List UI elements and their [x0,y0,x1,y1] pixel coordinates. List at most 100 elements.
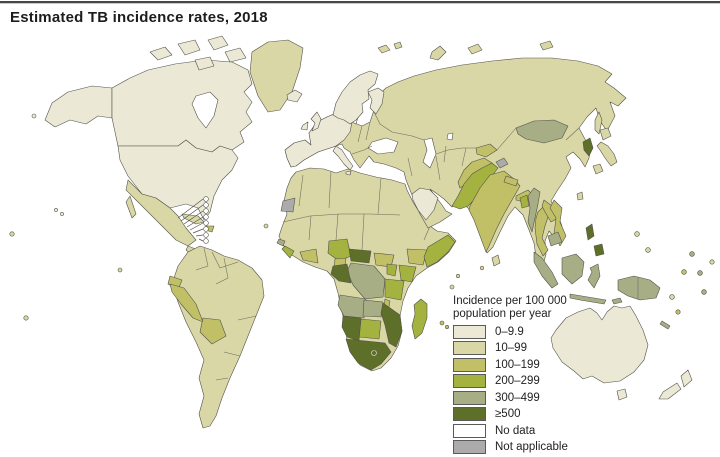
sierra-leone-liberia [281,245,295,259]
country-bolivia [199,317,227,345]
legend-label: No data [495,424,536,437]
legend-title-line1: Incidence per 100 000 [453,295,567,307]
island-dot [439,320,445,326]
country-mongolia [515,119,569,144]
arctic-islands [149,35,247,71]
country-alaska [44,85,113,128]
country-cuba [181,213,205,225]
country-vietnam [549,199,567,247]
country-canada [111,59,253,153]
new-caledonia [659,320,671,330]
country-new-zealand [658,369,693,400]
legend-swatch-10-99 [453,341,486,355]
ghana-cote-divoire [299,248,319,264]
country-zambia [362,299,384,318]
country-iceland [286,89,303,103]
country-mexico [125,179,197,247]
sicily [345,170,352,176]
country-sri-lanka [491,254,501,267]
aral-sea [446,132,454,141]
country-western-sahara [280,197,296,213]
legend-label: 300–499 [495,391,540,404]
country-cambodia [547,231,563,247]
country-nepal [503,175,519,187]
kashmir-disputed [495,157,509,169]
baja-california [125,195,137,219]
caspian-sea [422,137,437,169]
country-australia [550,305,649,384]
zimbabwe-botswana [358,318,382,340]
country-namibia [341,315,362,342]
legend-row: ≥500 [453,407,623,421]
country-pakistan [451,162,499,210]
island-dot [681,269,687,275]
country-kenya [398,264,417,283]
legend-label: 0–9.9 [495,325,524,338]
country-south-africa [345,338,392,371]
island-dot [645,247,651,253]
country-india [468,170,521,253]
country-usa [117,139,239,221]
caribbean-state-circles [203,196,209,244]
legend-title: Incidence per 100 000 population per yea… [453,295,623,321]
island-dot [444,324,449,329]
gabon-congo [330,263,352,284]
country-indonesia [533,251,623,305]
country-peru [169,283,204,323]
legend-label: 10–99 [495,342,527,354]
island-dot [669,294,675,300]
country-taiwan [576,191,584,201]
country-madagascar [411,298,428,340]
novaya-zemlya [429,40,554,61]
country-mozambique [380,302,403,348]
island-dot [455,273,460,278]
island-dot [449,284,455,290]
caribbean-leader-lines [177,198,204,242]
legend-swatch-100-199 [453,357,486,372]
country-angola [337,294,367,319]
island-dot [697,270,703,276]
legend-swatch-300-499 [453,390,486,405]
country-tanzania [384,278,405,301]
sakhalin [594,111,603,135]
country-uganda [386,263,398,277]
new-guinea [617,275,661,301]
map-legend: Incidence per 100 000 population per yea… [453,295,623,457]
island-dot [701,289,707,295]
legend-swatch-no-data [453,423,486,438]
legend-row: 100–199 [453,357,623,372]
page-title: Estimated TB incidence rates, 2018 [10,9,268,26]
country-uk [310,111,322,132]
country-philippines [585,223,605,257]
country-somalia [423,234,456,268]
island-dot [60,212,64,216]
legend-label: 100–199 [495,358,540,371]
island-dot [689,251,695,257]
svalbard [377,41,403,54]
south-america-borders [195,247,257,381]
country-japan [592,127,618,175]
island-dot [23,315,29,321]
country-saudi-arabia [411,187,439,221]
island-dot [263,223,269,229]
asia-borders [351,111,639,299]
legend-row: 0–9.9 [453,324,623,339]
legend-label: ≥500 [495,408,521,420]
legend-row: No data [453,423,623,438]
country-central-african-republic [348,248,372,264]
country-ireland [300,121,309,131]
country-ethiopia [406,248,428,266]
africa-borders [282,170,431,251]
island-dot [634,231,640,237]
legend-swatch-200-299 [453,374,486,388]
kyrgyz-tajik [475,143,498,158]
scandinavia [332,70,379,125]
tasmania [616,388,628,401]
country-lesotho [371,350,377,356]
legend-title-line2: population per year [453,308,552,320]
country-italy [332,145,354,171]
country-bangladesh [519,194,530,209]
legend-swatch-0-9 [453,324,486,339]
